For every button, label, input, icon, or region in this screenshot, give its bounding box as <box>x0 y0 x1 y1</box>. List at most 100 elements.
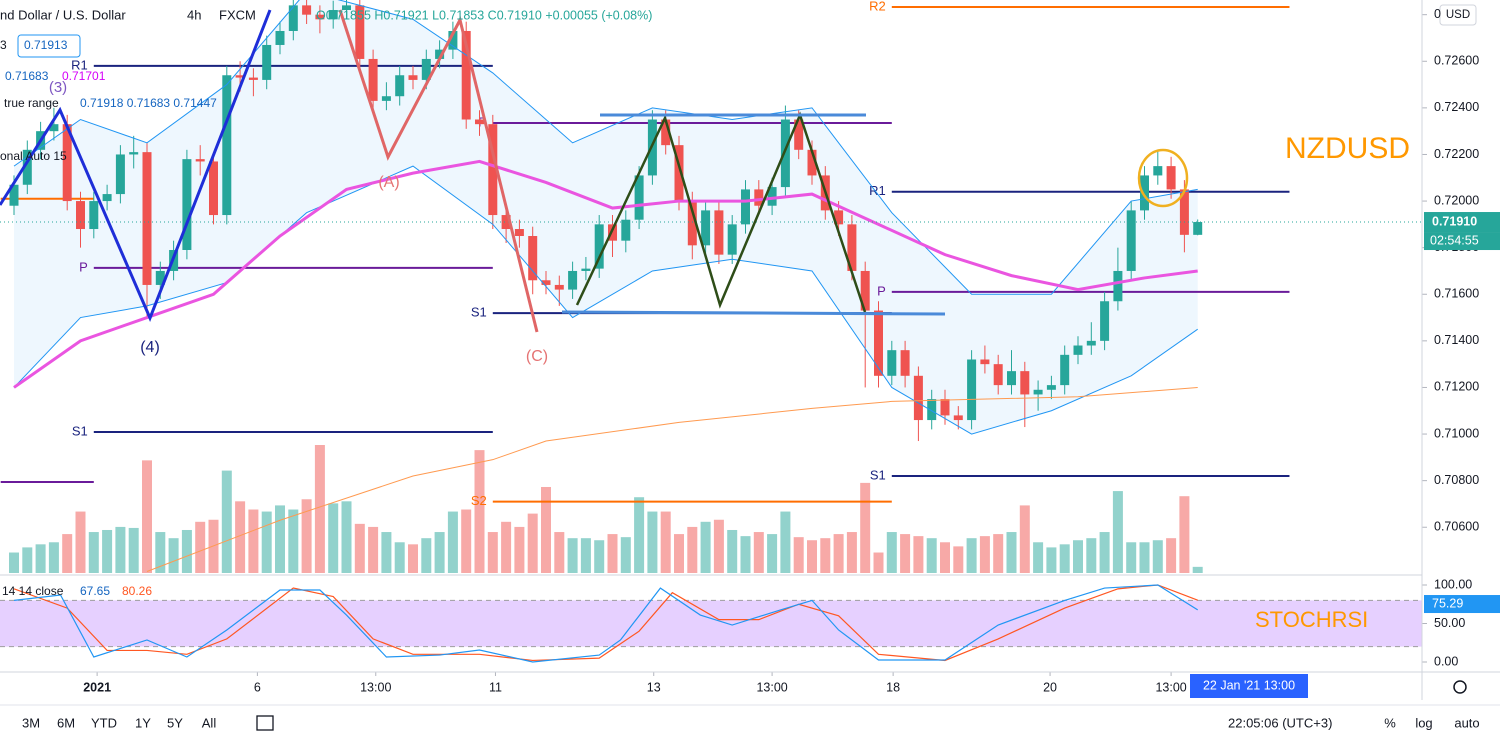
range-button[interactable]: YTD <box>91 715 117 730</box>
volume-bar <box>886 532 897 573</box>
legend-value: 0.71913 <box>24 38 68 52</box>
range-button[interactable]: 6M <box>57 715 75 730</box>
pivot-label: S1 <box>471 305 487 320</box>
currency-box[interactable] <box>1439 4 1477 26</box>
candle-body <box>22 149 32 185</box>
candle-body <box>355 5 365 59</box>
candle-body <box>1153 166 1163 176</box>
volume-bar <box>434 532 445 573</box>
currency[interactable]: USD <box>1446 9 1470 21</box>
candle-body <box>195 159 205 162</box>
y-tick-label: 0.72600 <box>1434 54 1479 68</box>
pivot-label: S1 <box>870 467 886 482</box>
volume-bar <box>913 536 924 573</box>
candle-body <box>342 5 351 11</box>
volume-bar <box>580 538 591 573</box>
clock: 22:05:06 (UTC+3) <box>1228 715 1332 730</box>
volume-bar <box>461 509 472 573</box>
pivot-label: S2 <box>471 493 487 508</box>
wave-label: (3) <box>49 79 67 96</box>
volume-bar <box>221 470 232 573</box>
legend-text: 3 <box>0 38 7 52</box>
log-toggle[interactable]: log <box>1415 715 1432 730</box>
x-tick-label: 13:00 <box>756 680 787 694</box>
candle-body <box>807 149 817 176</box>
volume-bar <box>128 527 139 573</box>
range-button[interactable]: All <box>202 715 217 730</box>
volume-bar <box>421 538 432 573</box>
candle-body <box>528 236 538 281</box>
volume-bar <box>115 526 126 573</box>
stoch-line <box>13 584 1198 662</box>
volume-bar <box>807 540 817 573</box>
y-tick-label: 0.70600 <box>1434 520 1479 534</box>
candle-body <box>714 210 724 255</box>
legend-text: true range <box>4 96 59 110</box>
candle-body <box>115 154 125 195</box>
pivot-label: R2 <box>869 0 886 13</box>
volume-bar <box>1192 566 1203 573</box>
volume-bar <box>447 511 458 573</box>
support-line <box>561 310 946 316</box>
indicator-annotation: STOCHRSI <box>1255 607 1368 632</box>
price-tag-label: 0.71910 <box>1432 214 1477 228</box>
volume-bar <box>1086 538 1097 573</box>
volume-bar <box>740 536 751 573</box>
range-button[interactable]: 5Y <box>167 715 183 730</box>
overlay: 00.726000.724000.722000.720000.718000.71… <box>22 7 1500 730</box>
source: FXCM <box>219 7 256 22</box>
indicator-line <box>146 386 1198 572</box>
pivot-label: R1 <box>71 57 88 72</box>
candle-body <box>155 270 165 285</box>
volume-bar <box>314 445 325 573</box>
wave-drawing <box>0 9 272 322</box>
candle-body <box>1020 371 1030 395</box>
candle-body <box>302 5 312 15</box>
candle-body <box>421 58 431 80</box>
volume-bar <box>1166 538 1177 573</box>
volume-bar <box>474 450 485 573</box>
candle-body <box>62 124 72 202</box>
abc-drawing <box>338 9 539 333</box>
volume-bar <box>541 486 551 573</box>
volume-bar <box>394 542 405 573</box>
auto-toggle[interactable]: auto <box>1454 715 1479 730</box>
candle-body <box>594 224 604 269</box>
volume-bar <box>567 538 578 573</box>
candle-body <box>209 161 218 216</box>
volume-bar <box>22 547 33 573</box>
volume-bar <box>966 538 977 573</box>
volume-bar <box>142 460 152 573</box>
x-tick-label: 18 <box>886 680 900 694</box>
candle-body <box>315 14 325 20</box>
y-tick-label: 0 <box>1434 7 1441 21</box>
volume-bar <box>620 537 631 573</box>
candle-body <box>741 189 750 225</box>
volume-bar <box>660 511 671 573</box>
volume-bar <box>1006 532 1017 573</box>
volume-bar <box>846 532 857 573</box>
stoch-tag-label: 75.29 <box>1432 596 1463 610</box>
volume-bar <box>102 529 113 573</box>
stoch-tick-label: 50.00 <box>1434 616 1465 630</box>
date-range-icon[interactable] <box>256 715 274 731</box>
volume-bar <box>727 529 738 573</box>
candle-body <box>328 10 338 20</box>
candle-body <box>222 75 232 216</box>
legend-value: 0.71918 0.71683 0.71447 <box>80 96 217 110</box>
candle-body <box>76 201 85 230</box>
pivot-label: S1 <box>72 423 88 438</box>
volume-bar <box>1099 532 1110 573</box>
x-tick-label: 13:00 <box>360 680 391 694</box>
range-button[interactable]: 1Y <box>135 715 151 730</box>
settings-icon[interactable] <box>1453 680 1467 694</box>
candle-body <box>780 119 790 188</box>
pivot-label: R1 <box>869 183 886 198</box>
range-button[interactable]: 3M <box>22 715 40 730</box>
x-tick-label: 11 <box>489 680 502 694</box>
percent-toggle[interactable]: % <box>1384 715 1396 730</box>
candle-body <box>661 119 671 146</box>
volume-bar <box>35 544 46 573</box>
candle-body <box>49 124 59 132</box>
